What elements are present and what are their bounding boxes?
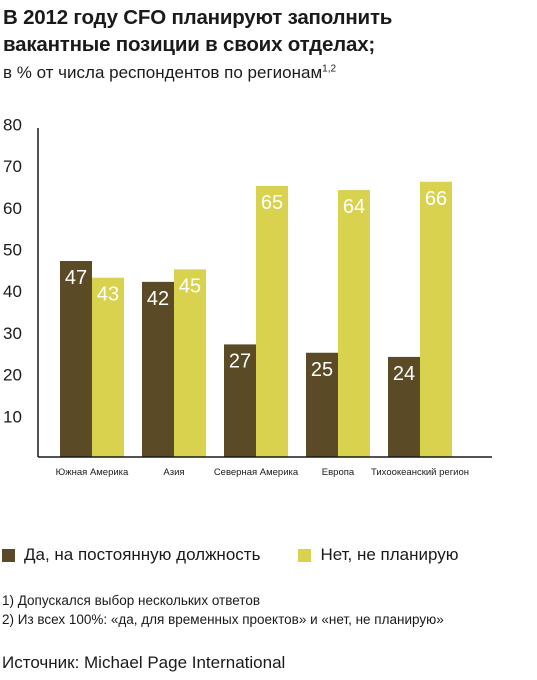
- x-tick-label: Тихоокеанский регион: [371, 467, 469, 478]
- footnote-2: 2) Из всех 100%: «да, для временных прое…: [2, 612, 444, 627]
- y-tick-label: 40: [3, 282, 22, 301]
- bar-value-label: 66: [425, 188, 447, 210]
- source-note: Источник: Michael Page International: [2, 653, 286, 672]
- bar: [420, 181, 452, 457]
- footnotes: 1) Допускался выбор нескольких ответов 2…: [2, 591, 444, 629]
- bar: [306, 352, 338, 457]
- legend-item-no: Нет, не планирую: [298, 545, 459, 565]
- title-line-1: В 2012 году CFO планируют заполнить: [3, 6, 393, 29]
- bar-value-label: 25: [311, 359, 333, 381]
- bar-value-label: 42: [147, 288, 169, 310]
- bar: [142, 281, 174, 457]
- legend-item-yes: Да, на постоянную должность: [2, 545, 260, 565]
- bar: [256, 185, 288, 457]
- bar: [224, 344, 256, 457]
- bar-value-label: 43: [97, 284, 119, 306]
- legend-label-yes: Да, на постоянную должность: [24, 545, 261, 564]
- legend: Да, на постоянную должность Нет, не план…: [2, 545, 497, 565]
- subtitle-footnote-ref: 1,2: [322, 63, 337, 75]
- bar: [388, 356, 420, 457]
- legend-swatch-yes: [2, 548, 15, 562]
- y-tick-label: 10: [3, 407, 22, 426]
- y-tick-label: 50: [3, 241, 22, 260]
- y-tick-label: 30: [3, 324, 22, 343]
- y-tick-label: 20: [3, 366, 22, 385]
- bar: [174, 269, 206, 457]
- bar-value-label: 65: [261, 192, 283, 214]
- chart-title: В 2012 году CFO планируют заполнить вака…: [3, 4, 392, 58]
- legend-swatch-no: [298, 548, 312, 562]
- x-tick-label: Европа: [322, 467, 355, 478]
- footnote-1: 1) Допускался выбор нескольких ответов: [2, 593, 261, 608]
- bar: [338, 190, 370, 457]
- bar-value-label: 64: [343, 196, 365, 218]
- x-tick-label: Южная Америка: [56, 467, 129, 478]
- subtitle-text: в % от числа респондентов по регионам: [3, 63, 323, 82]
- bar: [92, 277, 124, 457]
- chart-subtitle: в % от числа респондентов по регионам1,2: [3, 62, 336, 84]
- bar-value-label: 45: [179, 275, 201, 297]
- y-tick-label: 70: [3, 157, 22, 176]
- bar: [60, 261, 92, 457]
- x-tick-label: Азия: [163, 467, 184, 478]
- bar-value-label: 27: [229, 350, 251, 372]
- legend-label-no: Нет, не планирую: [320, 545, 459, 564]
- x-tick-label: Северная Америка: [214, 467, 299, 478]
- title-line-2: вакантные позиции в своих отделах;: [3, 33, 376, 56]
- y-tick-label: 60: [3, 199, 22, 218]
- bar-value-label: 47: [65, 267, 87, 289]
- bar-value-label: 24: [393, 363, 415, 385]
- y-tick-label: 80: [3, 115, 22, 134]
- bar-chart: 10 20 30 40 50 60 70 80 47 43 Южная Америка 42 45 Ази…: [3, 115, 492, 478]
